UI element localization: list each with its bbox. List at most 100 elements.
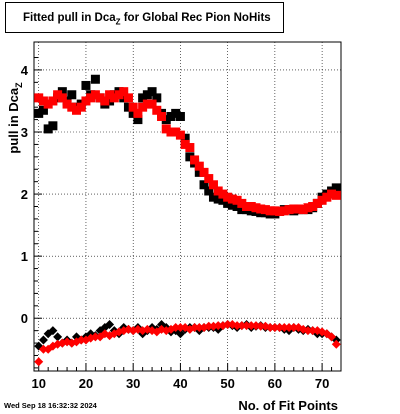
data-point-diamond bbox=[275, 323, 285, 333]
data-point-square bbox=[331, 190, 341, 200]
data-point-square bbox=[81, 80, 91, 90]
data-point-square bbox=[204, 186, 214, 196]
data-point-square bbox=[34, 108, 44, 118]
data-point-square bbox=[57, 93, 67, 103]
data-point-square bbox=[43, 124, 53, 134]
data-point-square bbox=[67, 102, 77, 112]
data-point-square bbox=[38, 96, 48, 106]
data-point-square bbox=[128, 102, 138, 112]
data-point-square bbox=[62, 99, 72, 109]
data-point-square bbox=[119, 93, 129, 103]
y-tick-label: 3 bbox=[21, 125, 28, 140]
data-point-square bbox=[223, 192, 233, 202]
data-point-square bbox=[275, 206, 285, 216]
data-point-square bbox=[142, 90, 152, 100]
data-point-square bbox=[293, 204, 303, 214]
data-point-square bbox=[105, 96, 115, 106]
data-point-diamond bbox=[289, 323, 299, 333]
data-point-square bbox=[157, 111, 167, 121]
data-point-diamond bbox=[303, 326, 313, 336]
data-point-square bbox=[213, 194, 223, 204]
data-point-square bbox=[204, 174, 214, 184]
data-point-square bbox=[90, 90, 100, 100]
data-point-square bbox=[114, 90, 124, 100]
data-point-diamond bbox=[213, 321, 223, 331]
data-point-diamond bbox=[34, 357, 44, 367]
data-point-square bbox=[152, 105, 162, 115]
data-point-square bbox=[242, 202, 252, 211]
data-point-diamond bbox=[265, 323, 275, 333]
data-point-diamond bbox=[223, 319, 233, 329]
data-point-square bbox=[95, 93, 105, 103]
data-point-square bbox=[185, 143, 195, 153]
data-point-square bbox=[279, 206, 289, 216]
data-point-square bbox=[227, 200, 237, 210]
data-point-square bbox=[218, 189, 228, 199]
x-tick-label: 50 bbox=[220, 376, 234, 391]
data-point-square bbox=[48, 96, 58, 106]
data-point-square bbox=[199, 167, 209, 177]
data-point-diamond bbox=[327, 332, 337, 342]
data-point-square bbox=[322, 192, 332, 202]
data-point-square bbox=[105, 90, 115, 100]
y-axis-label: pull in DcaZ bbox=[6, 82, 24, 154]
data-point-square bbox=[208, 180, 218, 190]
data-point-square bbox=[265, 206, 275, 216]
data-point-diamond bbox=[105, 319, 115, 329]
data-points bbox=[34, 74, 341, 367]
data-point-square bbox=[142, 99, 152, 109]
y-tick-label: 1 bbox=[21, 249, 28, 264]
data-point-diamond bbox=[38, 344, 48, 354]
data-point-diamond bbox=[48, 326, 58, 336]
data-point-diamond bbox=[204, 321, 214, 331]
x-tick-label: 30 bbox=[126, 376, 140, 391]
data-point-square bbox=[138, 93, 148, 103]
data-point-square bbox=[180, 139, 190, 149]
data-point-diamond bbox=[171, 323, 181, 333]
data-point-square bbox=[260, 205, 270, 215]
x-tick-label: 40 bbox=[173, 376, 187, 391]
data-point-square bbox=[171, 127, 181, 137]
data-point-diamond bbox=[256, 321, 266, 331]
x-axis-label: No. of Fit Points bbox=[238, 398, 338, 413]
data-point-square bbox=[298, 205, 308, 215]
data-point-diamond bbox=[237, 321, 247, 331]
data-point-square bbox=[175, 130, 185, 140]
data-point-square bbox=[237, 205, 247, 215]
data-point-square bbox=[232, 195, 242, 205]
data-point-square bbox=[256, 204, 266, 214]
data-point-diamond bbox=[53, 332, 63, 342]
data-point-square bbox=[57, 87, 67, 97]
data-point-square bbox=[185, 152, 195, 162]
data-point-square bbox=[223, 198, 233, 208]
data-point-diamond bbox=[246, 321, 256, 331]
data-point-square bbox=[48, 121, 58, 131]
data-point-diamond bbox=[76, 335, 86, 345]
data-point-square bbox=[161, 124, 171, 134]
data-point-square bbox=[109, 93, 119, 103]
data-point-square bbox=[213, 186, 223, 196]
chart-title-box: Fitted pull in DcaZ for Global Rec Pion … bbox=[5, 2, 284, 33]
data-point-square bbox=[138, 102, 148, 112]
data-point-square bbox=[161, 115, 171, 125]
data-point-square bbox=[147, 87, 157, 97]
data-point-square bbox=[331, 183, 341, 193]
data-point-square bbox=[100, 96, 110, 106]
x-tick-label: 60 bbox=[268, 376, 282, 391]
y-tick-label: 0 bbox=[21, 311, 28, 326]
data-point-square bbox=[190, 155, 200, 165]
data-point-square bbox=[38, 105, 48, 115]
data-point-square bbox=[289, 204, 299, 214]
data-point-diamond bbox=[38, 335, 48, 345]
data-point-square bbox=[133, 115, 143, 125]
data-point-square bbox=[147, 99, 157, 109]
data-point-square bbox=[67, 90, 77, 100]
data-point-square bbox=[53, 90, 63, 100]
axis-ticks: 10 20 30 40 50 60 70 0 1 2 3 4 bbox=[21, 57, 342, 391]
data-point-diamond bbox=[270, 323, 280, 333]
data-point-square bbox=[128, 108, 138, 118]
chart-title: Fitted pull in DcaZ for Global Rec Pion … bbox=[23, 12, 271, 27]
data-point-square bbox=[312, 198, 322, 208]
data-point-square bbox=[317, 195, 327, 205]
data-point-diamond bbox=[90, 332, 100, 342]
